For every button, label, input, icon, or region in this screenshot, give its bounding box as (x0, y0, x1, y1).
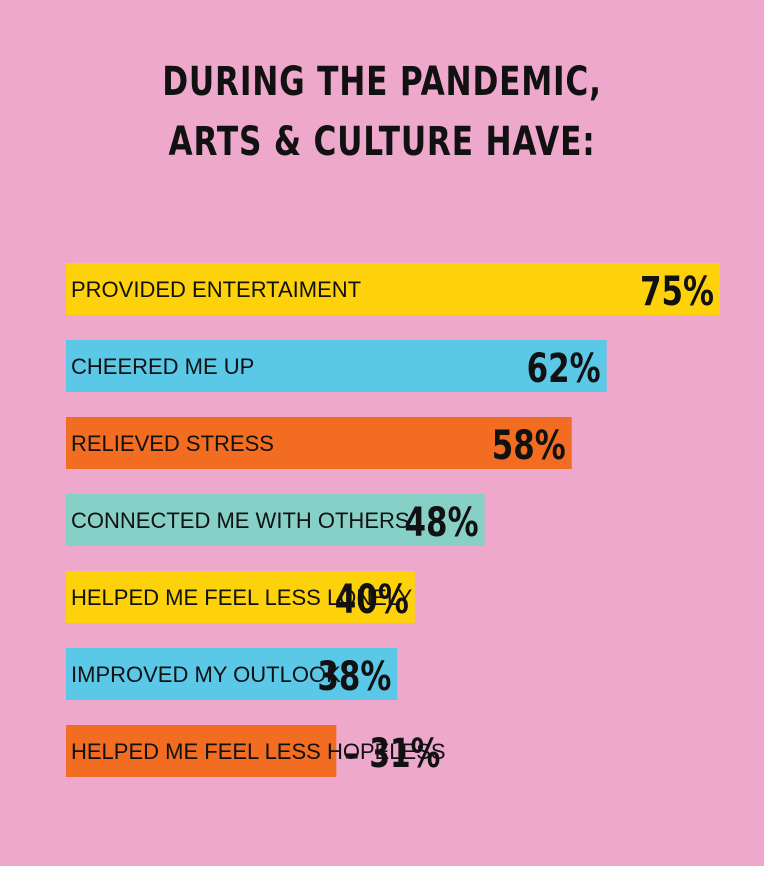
bar-label: CONNECTED ME WITH OTHERS (71, 508, 410, 533)
bar (66, 571, 415, 623)
bar-row: HELPED ME FEEL LESS HOPELESS– 31% (66, 725, 446, 777)
bar (66, 725, 337, 777)
bar-label: HELPED ME FEEL LESS LONELY (71, 585, 412, 610)
bar (66, 417, 572, 469)
bar-label: PROVIDED ENTERTAIMENT (71, 277, 361, 302)
bar-label: IMPROVED MY OUTLOOK (71, 662, 341, 687)
chart-title: DURING THE PANDEMIC, ARTS & CULTURE HAVE… (84, 52, 680, 172)
bar-value-label: 62% (527, 346, 601, 392)
bar-value-label: – 31% (344, 731, 440, 777)
title-line-1: DURING THE PANDEMIC, (162, 59, 602, 105)
bar-value-label: 75% (640, 269, 714, 315)
bar-label: HELPED ME FEEL LESS HOPELESS (71, 739, 446, 764)
bar-row: RELIEVED STRESS 58% (66, 417, 572, 469)
bar (66, 340, 607, 392)
bar-row: PROVIDED ENTERTAIMENT 75% (66, 263, 720, 315)
bar (66, 263, 720, 315)
bar (66, 648, 398, 700)
title-line-2: ARTS & CULTURE HAVE: (168, 119, 596, 165)
bar-value-label: 48% (405, 500, 479, 546)
bar-value-label: 58% (492, 423, 566, 469)
bar-value-label: 40% (335, 577, 409, 623)
bar-label: CHEERED ME UP (71, 354, 254, 379)
bar (66, 494, 485, 546)
bar-label: RELIEVED STRESS (71, 431, 274, 456)
bar-value-label: 38% (317, 654, 391, 700)
bar-row: CHEERED ME UP 62% (66, 340, 607, 392)
